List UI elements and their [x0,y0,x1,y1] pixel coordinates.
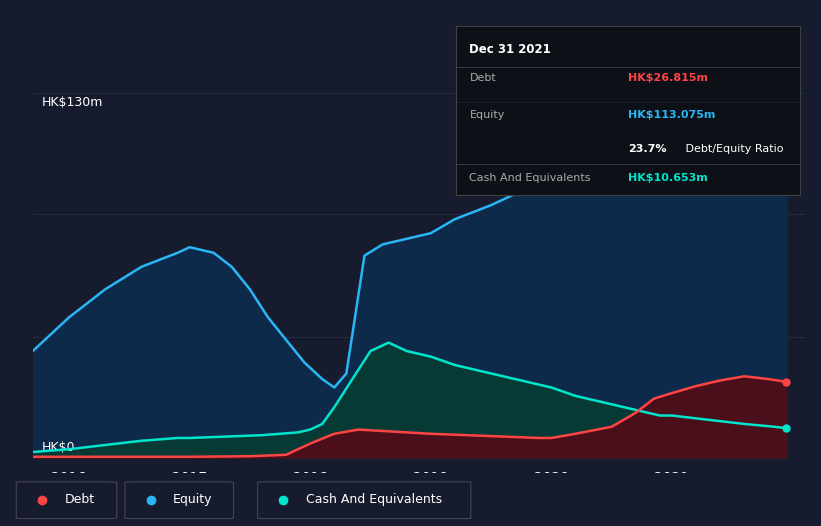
FancyBboxPatch shape [125,482,233,519]
FancyBboxPatch shape [16,482,117,519]
Text: Cash And Equivalents: Cash And Equivalents [470,173,591,183]
FancyBboxPatch shape [258,482,470,519]
Text: HK$10.653m: HK$10.653m [628,173,708,183]
Text: HK$113.075m: HK$113.075m [628,110,715,120]
Text: Dec 31 2021: Dec 31 2021 [470,43,551,56]
Text: HK$26.815m: HK$26.815m [628,74,708,84]
Text: Cash And Equivalents: Cash And Equivalents [306,493,442,506]
Text: Debt/Equity Ratio: Debt/Equity Ratio [681,144,783,154]
Text: Equity: Equity [470,110,505,120]
Text: 23.7%: 23.7% [628,144,667,154]
Text: Equity: Equity [173,493,213,506]
Text: Debt: Debt [65,493,94,506]
Text: HK$130m: HK$130m [42,96,103,109]
Text: HK$0: HK$0 [42,441,76,454]
Text: Debt: Debt [470,74,496,84]
